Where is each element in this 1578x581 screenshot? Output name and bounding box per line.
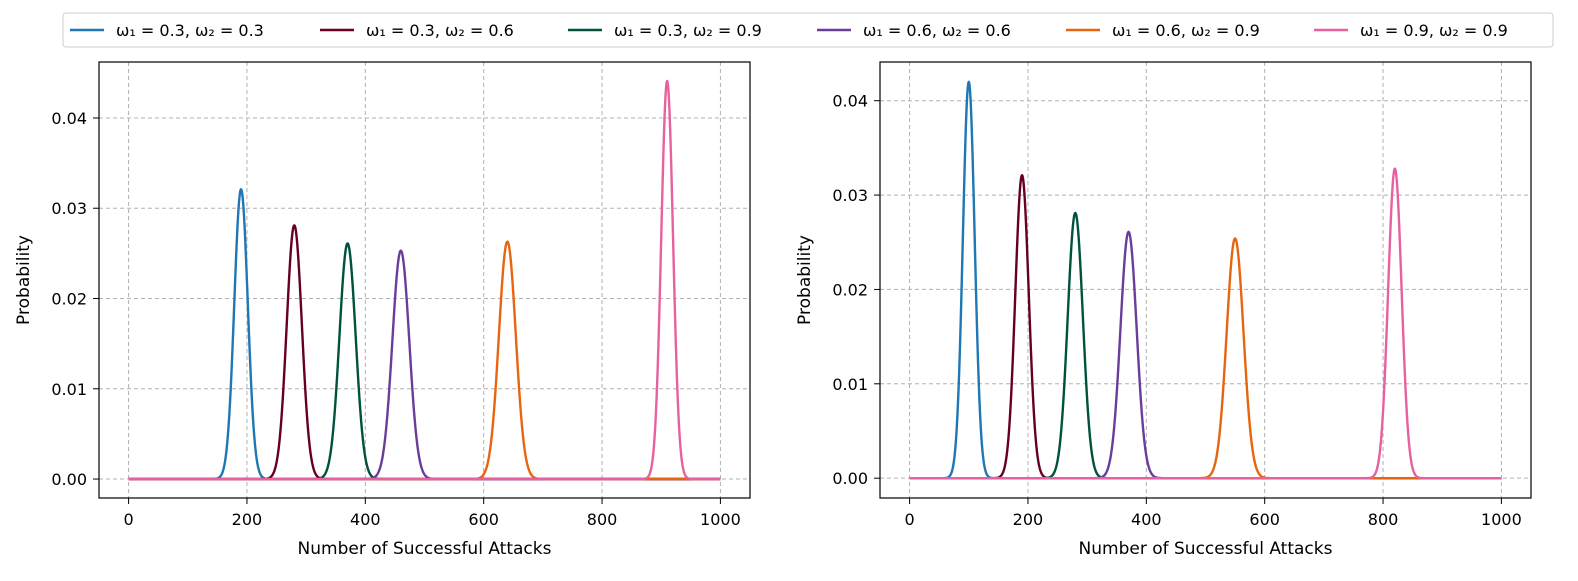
y-tick-label-0: 0.00 xyxy=(51,470,87,489)
legend-label-5: ω₁ = 0.6, ω₂ = 0.9 xyxy=(1112,21,1260,40)
x-tick-label-800: 800 xyxy=(587,510,618,529)
x-tick-label-0: 0 xyxy=(904,510,914,529)
series-line-5 xyxy=(908,237,1503,480)
x-axis-label: Number of Successful Attacks xyxy=(298,539,552,559)
y-tick-label-2: 0.02 xyxy=(832,280,868,299)
chart-panel-2: 0 200 400 600 800 1000 0.00 0.01 0.02 0.03 0.04 Num… xyxy=(795,61,1532,559)
x-tick-label-800: 800 xyxy=(1368,510,1399,529)
chart-legend: ω₁ = 0.3, ω₂ = 0.3 ω₁ = 0.3, ω₂ = 0.6 ω₁ =… xyxy=(62,12,1554,48)
plot-frame xyxy=(879,61,1532,499)
x-tick-label-200: 200 xyxy=(232,510,263,529)
x-tick-label-1000: 1000 xyxy=(1481,510,1522,529)
series-line-6 xyxy=(127,79,722,481)
series-line-1 xyxy=(127,188,722,481)
x-tick-label-200: 200 xyxy=(1013,510,1044,529)
chart-panel-1: 0 200 400 600 800 1000 0.00 0.01 0.02 0.03 0.04 Num… xyxy=(14,61,751,559)
legend-label-6: ω₁ = 0.9, ω₂ = 0.9 xyxy=(1360,21,1508,40)
y-tick-label-1: 0.01 xyxy=(832,375,868,394)
y-tick-label-3: 0.03 xyxy=(832,186,868,205)
series-line-2 xyxy=(127,224,722,481)
x-tick-label-600: 600 xyxy=(468,510,499,529)
legend-label-3: ω₁ = 0.3, ω₂ = 0.9 xyxy=(614,21,762,40)
series-line-4 xyxy=(908,230,1503,480)
legend-label-4: ω₁ = 0.6, ω₂ = 0.6 xyxy=(863,21,1011,40)
x-tick-label-400: 400 xyxy=(350,510,381,529)
legend-label-2: ω₁ = 0.3, ω₂ = 0.6 xyxy=(366,21,514,40)
y-tick-label-2: 0.02 xyxy=(51,290,87,309)
legend-label-1: ω₁ = 0.3, ω₂ = 0.3 xyxy=(116,21,264,40)
series-line-5 xyxy=(127,240,722,481)
y-axis-label: Probability xyxy=(14,235,34,325)
y-tick-label-3: 0.03 xyxy=(51,199,87,218)
y-tick-label-0: 0.00 xyxy=(832,469,868,488)
legend-box xyxy=(62,12,1554,48)
x-tick-label-400: 400 xyxy=(1131,510,1162,529)
y-tick-label-1: 0.01 xyxy=(51,380,87,399)
plot-frame xyxy=(98,61,751,499)
series-line-4 xyxy=(127,249,722,481)
series-line-3 xyxy=(908,211,1503,480)
y-axis-label: Probability xyxy=(795,235,815,325)
x-axis-label: Number of Successful Attacks xyxy=(1079,539,1333,559)
series-line-3 xyxy=(127,242,722,481)
x-tick-label-0: 0 xyxy=(123,510,133,529)
series-line-1 xyxy=(908,80,1503,480)
series-line-6 xyxy=(908,167,1503,480)
series-line-2 xyxy=(908,174,1503,480)
y-tick-label-4: 0.04 xyxy=(51,109,87,128)
x-tick-label-600: 600 xyxy=(1249,510,1280,529)
y-tick-label-4: 0.04 xyxy=(832,92,868,111)
x-tick-label-1000: 1000 xyxy=(700,510,741,529)
